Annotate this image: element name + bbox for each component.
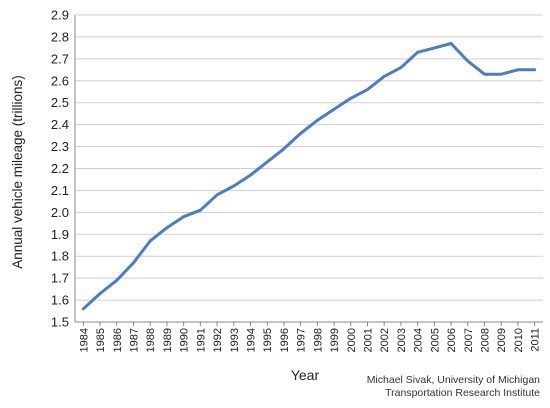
grid-layer [75, 14, 543, 301]
credit-line-2: Transportation Research Institute [385, 387, 540, 399]
data-point-1998 [316, 119, 319, 122]
data-point-1996 [282, 147, 286, 150]
data-point-1988 [149, 239, 152, 243]
data-point-1995 [266, 160, 269, 164]
y-tick-label-1.9: 1.9 [51, 227, 69, 242]
y-tick-label-2.2: 2.2 [51, 161, 69, 176]
y-tick-label-2.8: 2.8 [51, 29, 69, 44]
data-point-1993 [232, 184, 235, 188]
data-point-2003 [399, 66, 403, 69]
data-point-1992 [215, 193, 219, 197]
data-point-1994 [249, 173, 252, 177]
y-tick-label-1.6: 1.6 [51, 293, 69, 308]
data-point-1989 [165, 226, 169, 229]
x-tick-label-1998: 1998 [312, 328, 324, 352]
axis-layer: 1.5 1.6 1.7 1.8 1.9 2.0 2.1 2.2 2.3 2.4 2.5 2.6 2.7 2… [51, 8, 543, 352]
x-tick-label-2006: 2006 [446, 328, 458, 352]
data-point-1997 [299, 132, 302, 135]
data-point-1987 [132, 261, 135, 264]
x-tick-label-1988: 1988 [145, 328, 157, 352]
data-point-1985 [98, 292, 102, 295]
data-point-2006 [449, 42, 453, 45]
x-axis-label: Year [291, 367, 320, 383]
x-tick-label-2002: 2002 [379, 328, 391, 352]
data-point-1990 [182, 215, 185, 218]
x-tick-label-1995: 1995 [262, 328, 274, 352]
x-tick-label-2001: 2001 [363, 328, 375, 352]
x-tick-label-1993: 1993 [229, 328, 241, 352]
y-tick-label-2.0: 2.0 [51, 205, 69, 220]
x-tick-label-2011: 2011 [530, 328, 542, 352]
data-point-1984 [82, 307, 85, 311]
data-point-2009 [500, 73, 503, 76]
y-tick-label-2.6: 2.6 [51, 73, 69, 88]
y-tick-label-2.9: 2.9 [51, 8, 69, 23]
x-tick-label-2004: 2004 [413, 328, 425, 352]
data-point-2011 [533, 68, 536, 72]
y-tick-label-1.7: 1.7 [51, 271, 69, 286]
data-point-2010 [516, 68, 520, 72]
y-tick-label-2.4: 2.4 [51, 117, 69, 132]
y-tick-label-2.1: 2.1 [51, 183, 69, 198]
data-point-2001 [366, 88, 369, 91]
y-tick-label-1.8: 1.8 [51, 249, 69, 264]
x-tick-label-2010: 2010 [513, 328, 525, 352]
x-tick-label-1990: 1990 [179, 328, 191, 352]
y-tick-label-2.3: 2.3 [51, 139, 69, 154]
x-tick-label-2003: 2003 [396, 328, 408, 352]
x-tick-label-2008: 2008 [480, 328, 492, 352]
data-point-2004 [416, 51, 419, 54]
x-tick-label-1994: 1994 [246, 328, 258, 352]
data-point-2007 [466, 59, 469, 63]
x-tick-label-2000: 2000 [346, 328, 358, 352]
y-tick-label-1.5: 1.5 [51, 315, 69, 330]
series-line-0 [81, 42, 537, 311]
x-tick-label-1999: 1999 [329, 328, 341, 352]
x-tick-label-1991: 1991 [195, 328, 207, 352]
x-tick-label-1984: 1984 [78, 328, 90, 352]
x-tick-label-2009: 2009 [496, 328, 508, 352]
x-tick-label-1997: 1997 [296, 328, 308, 352]
x-tick-label-1992: 1992 [212, 328, 224, 352]
data-point-1986 [115, 279, 118, 282]
data-point-2000 [349, 97, 352, 100]
x-tick-label-1985: 1985 [95, 328, 107, 352]
y-axis-label: Annual vehicle mileage (trillions) [10, 75, 25, 269]
data-point-2002 [383, 75, 386, 78]
data-point-1999 [332, 108, 336, 111]
x-tick-label-1986: 1986 [112, 328, 124, 352]
data-point-2005 [433, 46, 436, 50]
x-tick-label-1987: 1987 [129, 328, 141, 352]
x-tick-label-1989: 1989 [162, 328, 174, 352]
credit-line-1: Michael Sivak, University of Michigan [366, 374, 540, 386]
y-tick-label-2.5: 2.5 [51, 95, 69, 110]
data-point-2008 [483, 73, 486, 76]
series-layer [81, 42, 537, 311]
y-tick-label-2.7: 2.7 [51, 51, 69, 66]
x-tick-label-2005: 2005 [429, 328, 441, 352]
x-tick-label-2007: 2007 [463, 328, 475, 352]
x-tick-label-1996: 1996 [279, 328, 291, 352]
data-point-1991 [199, 208, 202, 212]
